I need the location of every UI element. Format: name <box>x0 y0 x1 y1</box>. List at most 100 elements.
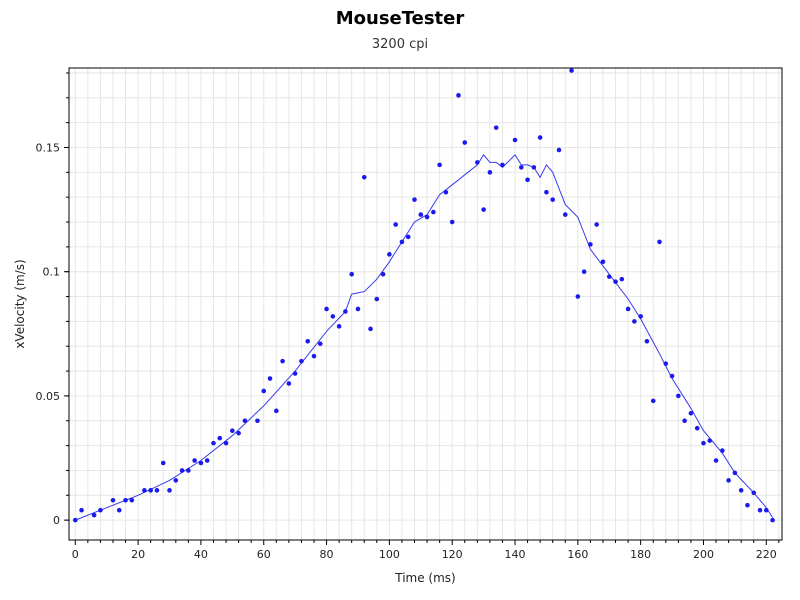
y-tick-label: 0.05 <box>36 390 61 403</box>
data-point <box>405 234 411 240</box>
data-point <box>518 165 524 170</box>
data-point <box>110 497 116 503</box>
data-point <box>204 458 210 463</box>
data-point <box>745 502 750 508</box>
data-point <box>757 507 763 513</box>
data-point <box>79 507 84 513</box>
x-tick-label: 220 <box>756 548 777 561</box>
data-point <box>211 440 216 446</box>
data-point <box>192 458 197 463</box>
data-point <box>242 418 248 424</box>
data-point <box>317 341 323 347</box>
data-point <box>650 398 656 404</box>
x-tick-label: 160 <box>567 548 588 561</box>
data-point <box>537 135 543 140</box>
data-point <box>186 468 191 473</box>
data-point <box>581 269 587 275</box>
data-point <box>732 470 738 476</box>
data-point <box>154 488 160 493</box>
data-point <box>123 497 128 503</box>
data-point <box>625 306 631 312</box>
data-point <box>682 418 687 424</box>
data-point <box>456 93 461 98</box>
x-tick-label: 180 <box>630 548 651 561</box>
grid-lines <box>69 68 782 540</box>
data-point <box>286 381 292 386</box>
data-point <box>726 478 731 483</box>
x-tick-label: 60 <box>257 548 271 561</box>
data-point <box>424 214 430 220</box>
series-layer <box>72 68 775 523</box>
data-point <box>763 507 769 513</box>
data-point <box>324 306 329 312</box>
x-tick-label: 120 <box>442 548 463 561</box>
data-point <box>255 418 260 424</box>
data-point <box>770 517 775 523</box>
data-point <box>380 271 386 277</box>
data-point <box>443 189 449 195</box>
data-point <box>198 460 204 466</box>
data-point <box>500 162 505 168</box>
data-point <box>525 177 530 183</box>
data-point <box>594 222 599 227</box>
x-tick-label: 100 <box>379 548 400 561</box>
data-point <box>274 408 279 414</box>
data-point <box>236 430 241 436</box>
data-point <box>431 209 436 215</box>
x-axis-label: Time (ms) <box>394 571 456 585</box>
data-point <box>330 314 336 319</box>
data-point <box>160 460 166 466</box>
data-point <box>449 219 455 225</box>
data-point <box>167 488 172 493</box>
data-point <box>550 197 556 202</box>
data-point <box>531 165 537 170</box>
data-point <box>361 175 367 180</box>
plot-frame <box>68 67 783 541</box>
data-point <box>98 507 103 513</box>
data-point <box>437 162 442 168</box>
data-point <box>663 361 669 366</box>
data-point <box>556 147 562 153</box>
data-point <box>129 497 135 503</box>
data-point <box>512 137 518 143</box>
data-point <box>481 207 486 212</box>
y-tick-label: 0.1 <box>43 266 61 279</box>
data-point <box>694 425 700 431</box>
data-point <box>600 259 606 265</box>
data-point <box>267 376 273 381</box>
axis-ticks: 0 20 40 60 80 100 120 140 160 180 200 220 0 0.05 0.1 0.… <box>36 72 780 561</box>
data-point <box>217 435 223 441</box>
x-tick-label: 80 <box>320 548 334 561</box>
data-point <box>707 438 713 443</box>
data-point <box>562 212 568 217</box>
data-point <box>657 239 662 245</box>
data-point <box>179 468 185 473</box>
data-point <box>669 373 675 379</box>
x-tick-label: 140 <box>505 548 526 561</box>
data-point <box>223 440 229 446</box>
data-point <box>638 314 643 319</box>
data-point <box>292 371 298 376</box>
data-point <box>399 239 405 245</box>
y-tick-label: 0.15 <box>36 141 61 154</box>
data-point <box>619 276 625 282</box>
data-point <box>575 294 581 299</box>
data-point <box>374 296 380 302</box>
data-point <box>487 170 493 175</box>
data-point <box>355 306 361 312</box>
y-tick-label: 0 <box>53 514 60 527</box>
data-point <box>72 517 78 523</box>
data-point <box>418 212 424 217</box>
data-point <box>142 488 147 493</box>
x-tick-label: 0 <box>72 548 79 561</box>
data-point <box>644 338 650 344</box>
data-point <box>261 388 267 394</box>
data-point <box>311 353 317 359</box>
data-point <box>544 189 549 195</box>
data-point <box>230 428 235 433</box>
data-point <box>751 490 757 496</box>
data-point <box>738 488 744 493</box>
data-point <box>475 160 480 165</box>
data-point <box>91 512 97 518</box>
